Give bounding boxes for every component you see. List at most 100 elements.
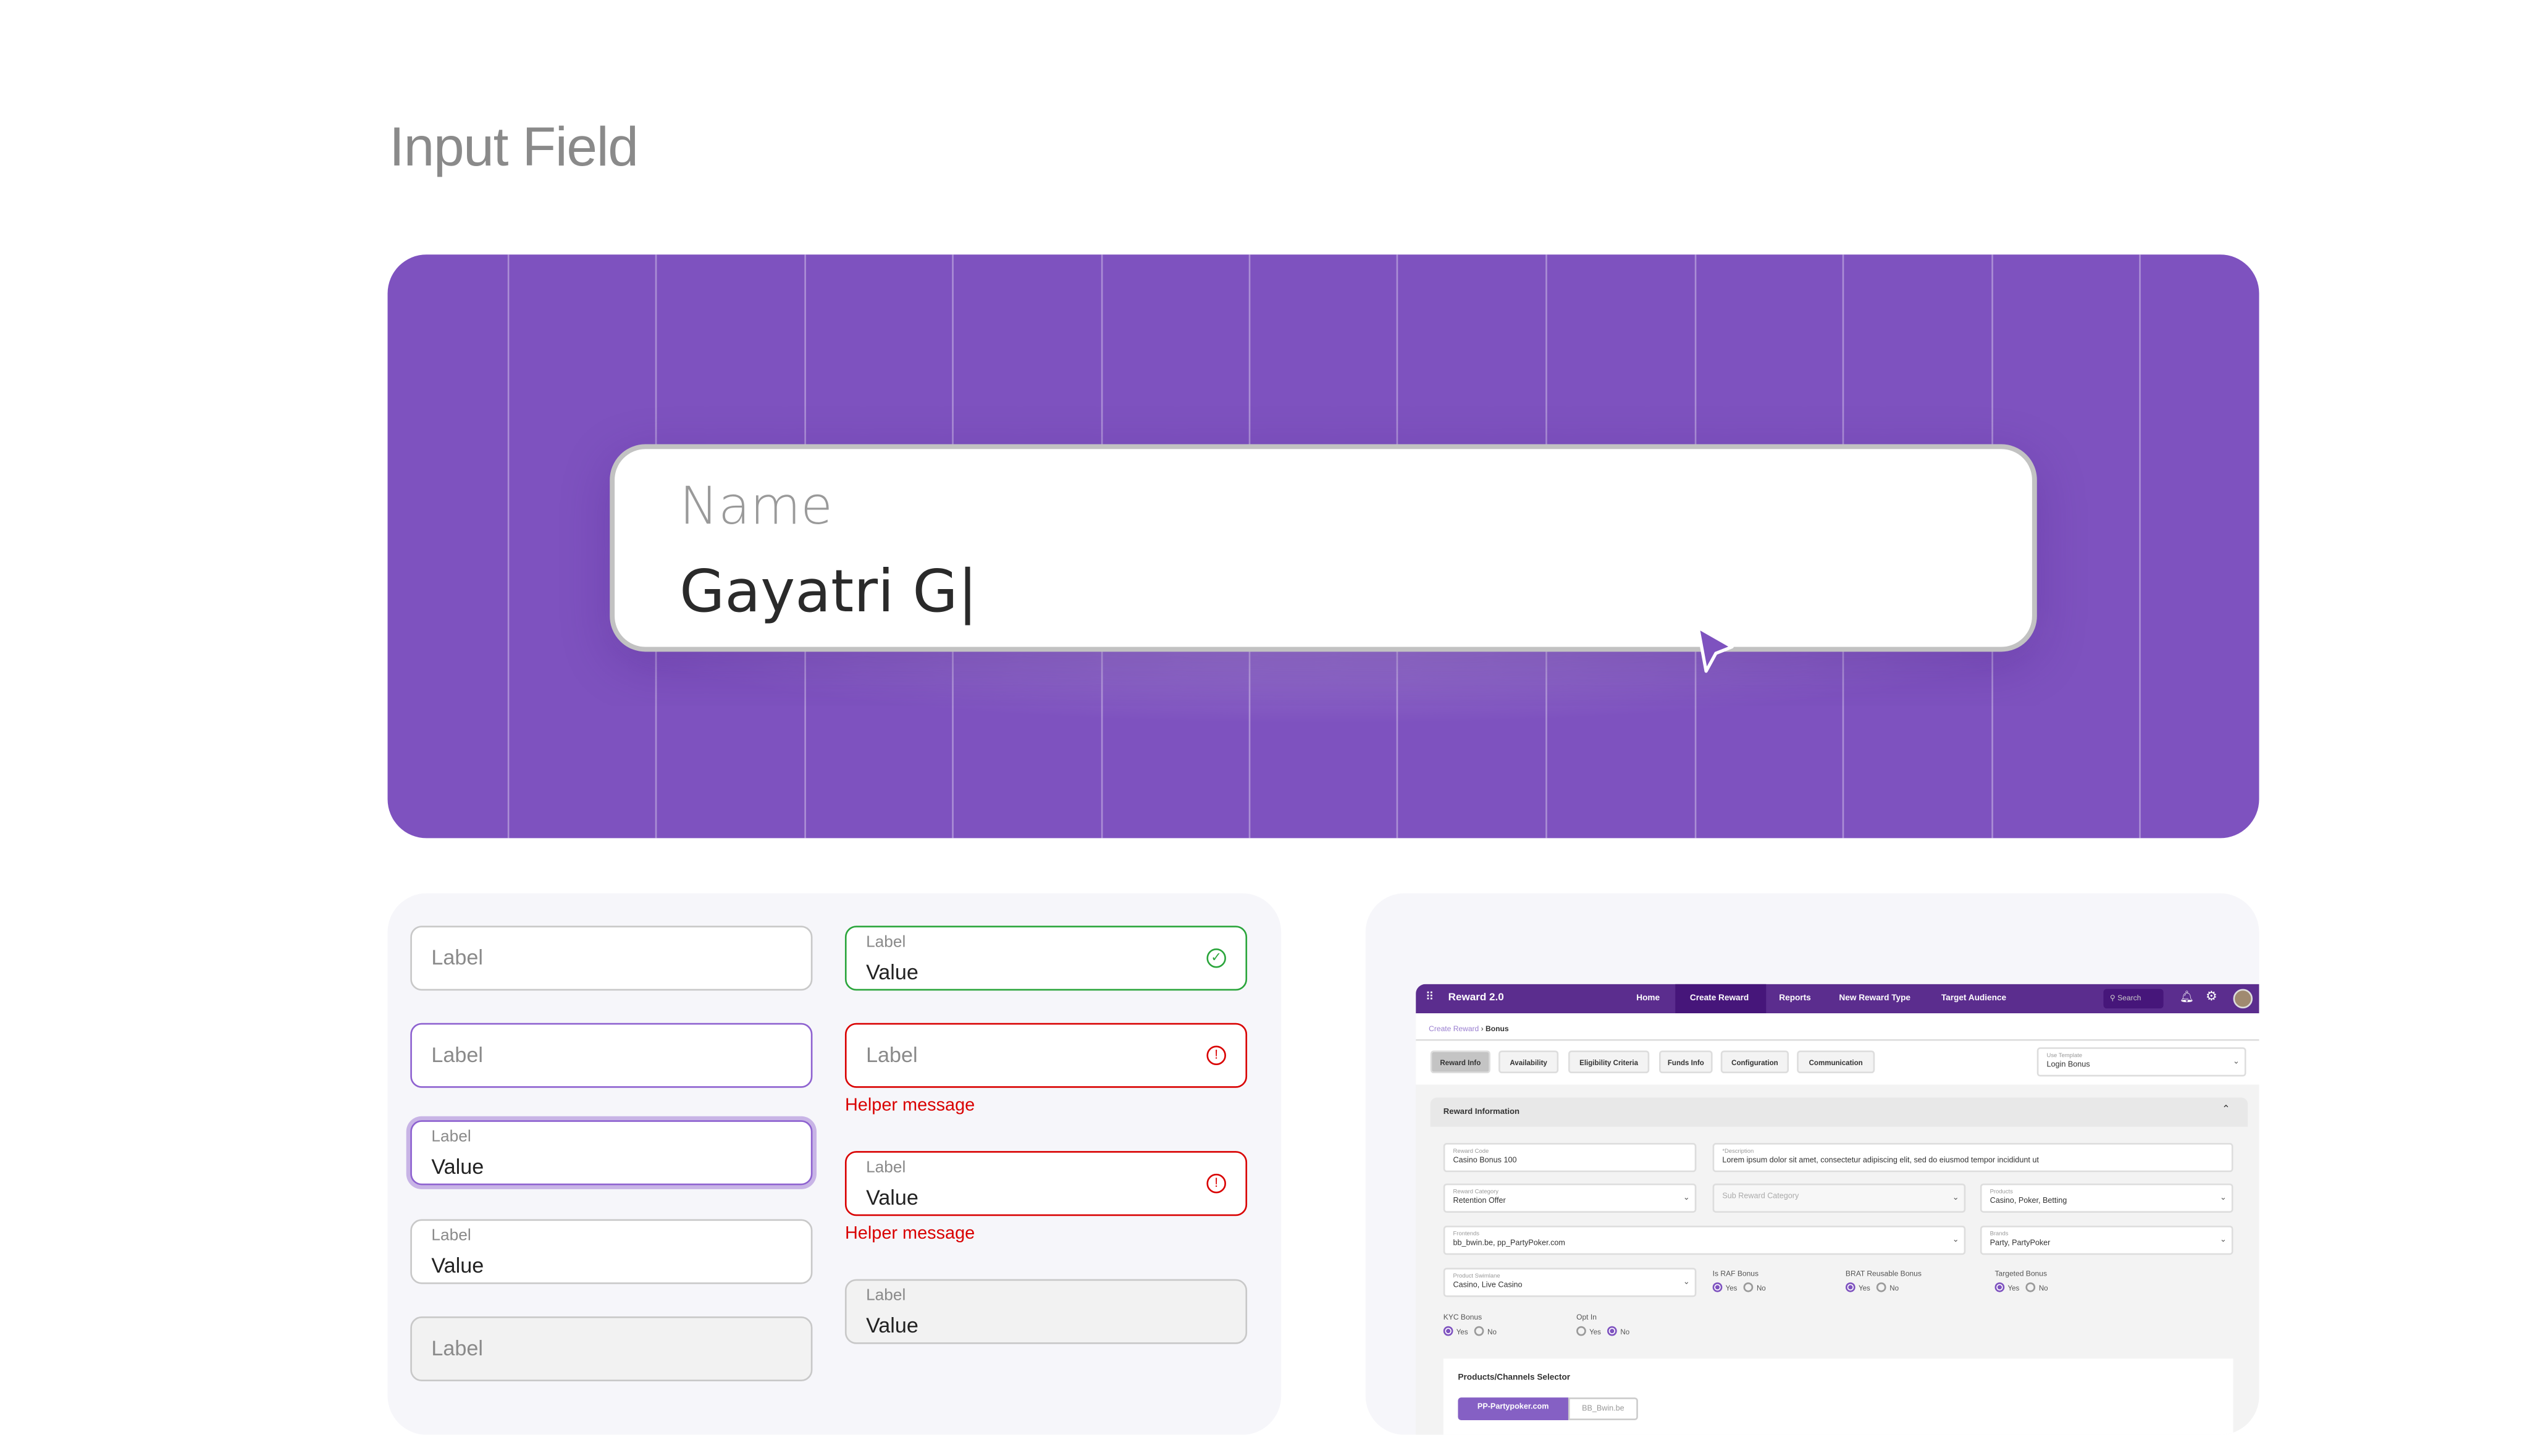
radio-no[interactable] — [1474, 1326, 1484, 1336]
field-label: Label — [431, 1042, 483, 1067]
radio-group-opt-in: Opt In Yes No — [1576, 1313, 1636, 1337]
field-label: Label — [866, 1042, 918, 1067]
nav-home[interactable]: Home — [1636, 994, 1660, 1004]
field-value: Value — [431, 1253, 484, 1278]
input-default[interactable]: Label — [410, 926, 813, 991]
alert-circle-icon: ! — [1206, 1045, 1226, 1066]
field-value: Casino, Poker, Betting — [1990, 1198, 2067, 1207]
selector-option-bwin[interactable]: BB_Bwin.be — [1568, 1397, 1638, 1421]
radio-no[interactable] — [1607, 1326, 1618, 1336]
field-value: Value — [866, 1313, 918, 1338]
frontends-select[interactable]: Frontends bb_bwin.be, pp_PartyPoker.com ⌄ — [1443, 1225, 1966, 1255]
input-success[interactable]: Label Value ✓ — [844, 926, 1248, 991]
input-error[interactable]: Label! — [844, 1023, 1248, 1088]
field-value: Retention Offer — [1453, 1198, 1506, 1207]
reward-category-select[interactable]: Reward Category Retention Offer ⌄ — [1443, 1183, 1697, 1213]
radio-label: No — [2038, 1283, 2048, 1292]
radio-group-label: Opt In — [1576, 1313, 1597, 1321]
input-hover[interactable]: Label — [410, 1023, 813, 1088]
radio-group-label: BRAT Reusable Bonus — [1845, 1269, 1922, 1278]
radio-yes[interactable] — [1994, 1282, 2005, 1292]
radio-group-kyc: KYC Bonus Yes No — [1443, 1313, 1503, 1337]
radio-label: Yes — [1589, 1327, 1601, 1336]
field-value: Value — [866, 960, 918, 984]
apps-grid-icon[interactable]: ⠿ — [1425, 992, 1434, 1004]
field-label: Products — [1990, 1188, 2013, 1195]
name-input[interactable]: Name Gayatri G| — [610, 444, 2037, 652]
radio-yes[interactable] — [1443, 1326, 1453, 1336]
radio-group-label: Targeted Bonus — [1994, 1269, 2047, 1278]
field-label: Label — [431, 1128, 471, 1147]
search-icon: ⚲ — [2109, 994, 2118, 1002]
sub-reward-category-select[interactable]: Sub Reward Category ⌄ — [1712, 1183, 1966, 1213]
field-label: Reward Code — [1453, 1147, 1489, 1155]
radio-yes[interactable] — [1576, 1326, 1586, 1336]
products-select[interactable]: Products Casino, Poker, Betting ⌄ — [1980, 1183, 2234, 1213]
page-title: Input Field — [389, 117, 639, 178]
chevron-down-icon: ⌄ — [1952, 1193, 1959, 1203]
field-label: Brands — [1990, 1230, 2009, 1237]
radio-label: No — [1889, 1283, 1899, 1292]
gear-icon[interactable]: ⚙ — [2205, 989, 2217, 1004]
radio-no[interactable] — [1743, 1282, 1754, 1292]
chevron-down-icon: ⌄ — [2219, 1193, 2227, 1203]
input-error-filled[interactable]: Label Value! — [844, 1151, 1248, 1216]
section-header[interactable] — [1430, 1097, 2248, 1127]
selector-option-partypoker[interactable]: PP-Partypoker.com — [1458, 1397, 1568, 1421]
field-label: Reward Category — [1453, 1188, 1498, 1195]
nav-reports[interactable]: Reports — [1779, 994, 1811, 1004]
brands-select[interactable]: Brands Party, PartyPoker ⌄ — [1980, 1225, 2234, 1255]
radio-label: No — [1756, 1283, 1766, 1292]
radio-label: Yes — [1725, 1283, 1738, 1292]
section-title: Reward Information — [1443, 1107, 1520, 1118]
avatar[interactable] — [2233, 989, 2253, 1009]
tab-funds-info[interactable]: Funds Info — [1658, 1050, 1713, 1074]
pointer-arrow-icon — [1696, 625, 1734, 673]
app-title: Reward 2.0 — [1448, 992, 1504, 1004]
chevron-down-icon: ⌄ — [1683, 1277, 1690, 1287]
tab-communication[interactable]: Communication — [1797, 1050, 1875, 1074]
radio-yes[interactable] — [1712, 1282, 1723, 1292]
input-disabled: Label — [410, 1316, 813, 1382]
bell-icon[interactable]: 🔔︎ — [2179, 992, 2195, 1004]
breadcrumb-current: Bonus — [1486, 1024, 1509, 1033]
description-field[interactable]: *Description Lorem ipsum dolor sit amet, … — [1712, 1143, 2234, 1173]
chevron-down-icon: ⌄ — [2232, 1056, 2240, 1067]
selector-title: Products/Channels Selector — [1458, 1373, 1571, 1383]
field-value: Casino Bonus 100 — [1453, 1157, 1517, 1166]
reward-app-mockup: ⠿ Reward 2.0 Home Create Reward Reports … — [1416, 984, 2259, 1435]
tab-reward-info[interactable]: Reward Info — [1430, 1050, 1490, 1074]
input-focused[interactable]: Label Value — [410, 1120, 813, 1186]
field-value: Party, PartyPoker — [1990, 1240, 2051, 1249]
field-label: Product Swimlane — [1453, 1273, 1500, 1279]
radio-no[interactable] — [2025, 1282, 2036, 1292]
chevron-down-icon: ⌄ — [1683, 1193, 1690, 1203]
reward-code-field[interactable]: Reward Code Casino Bonus 100 — [1443, 1143, 1697, 1173]
field-label: Label — [431, 1336, 483, 1360]
radio-label: Yes — [1858, 1283, 1870, 1292]
field-placeholder: Sub Reward Category — [1722, 1193, 1799, 1202]
breadcrumb-link[interactable]: Create Reward — [1429, 1024, 1479, 1033]
nav-target-audience[interactable]: Target Audience — [1941, 994, 2007, 1004]
radio-label: Yes — [2007, 1283, 2020, 1292]
field-value: Value — [866, 1185, 918, 1210]
search-input[interactable]: ⚲ Search — [2103, 989, 2164, 1009]
product-swimlane-select[interactable]: Product Swimlane Casino, Live Casino ⌄ — [1443, 1268, 1697, 1297]
tab-eligibility-criteria[interactable]: Eligibility Criteria — [1568, 1050, 1650, 1074]
radio-yes[interactable] — [1845, 1282, 1855, 1292]
radio-group-brat: BRAT Reusable Bonus Yes No — [1845, 1269, 1922, 1293]
field-value: Lorem ipsum dolor sit amet, consectetur … — [1722, 1157, 2039, 1166]
field-value: Value — [431, 1154, 484, 1179]
chevron-up-icon[interactable]: ⌃ — [2222, 1105, 2230, 1116]
nav-create-reward[interactable]: Create Reward — [1689, 994, 1749, 1004]
field-value: Casino, Live Casino — [1453, 1282, 1523, 1291]
input-filled[interactable]: Label Value — [410, 1219, 813, 1284]
field-value: Login Bonus — [2046, 1061, 2090, 1070]
nav-new-reward-type[interactable]: New Reward Type — [1839, 994, 1910, 1004]
input-states-panel: Label Label Label Value Label Value Label … — [387, 893, 1282, 1435]
tab-availability[interactable]: Availability — [1498, 1050, 1559, 1074]
tab-configuration[interactable]: Configuration — [1720, 1050, 1789, 1074]
template-select[interactable]: Use Template Login Bonus ⌄ — [2036, 1047, 2246, 1077]
radio-no[interactable] — [1876, 1282, 1887, 1292]
usage-example-panel: ⠿ Reward 2.0 Home Create Reward Reports … — [1365, 893, 2259, 1435]
